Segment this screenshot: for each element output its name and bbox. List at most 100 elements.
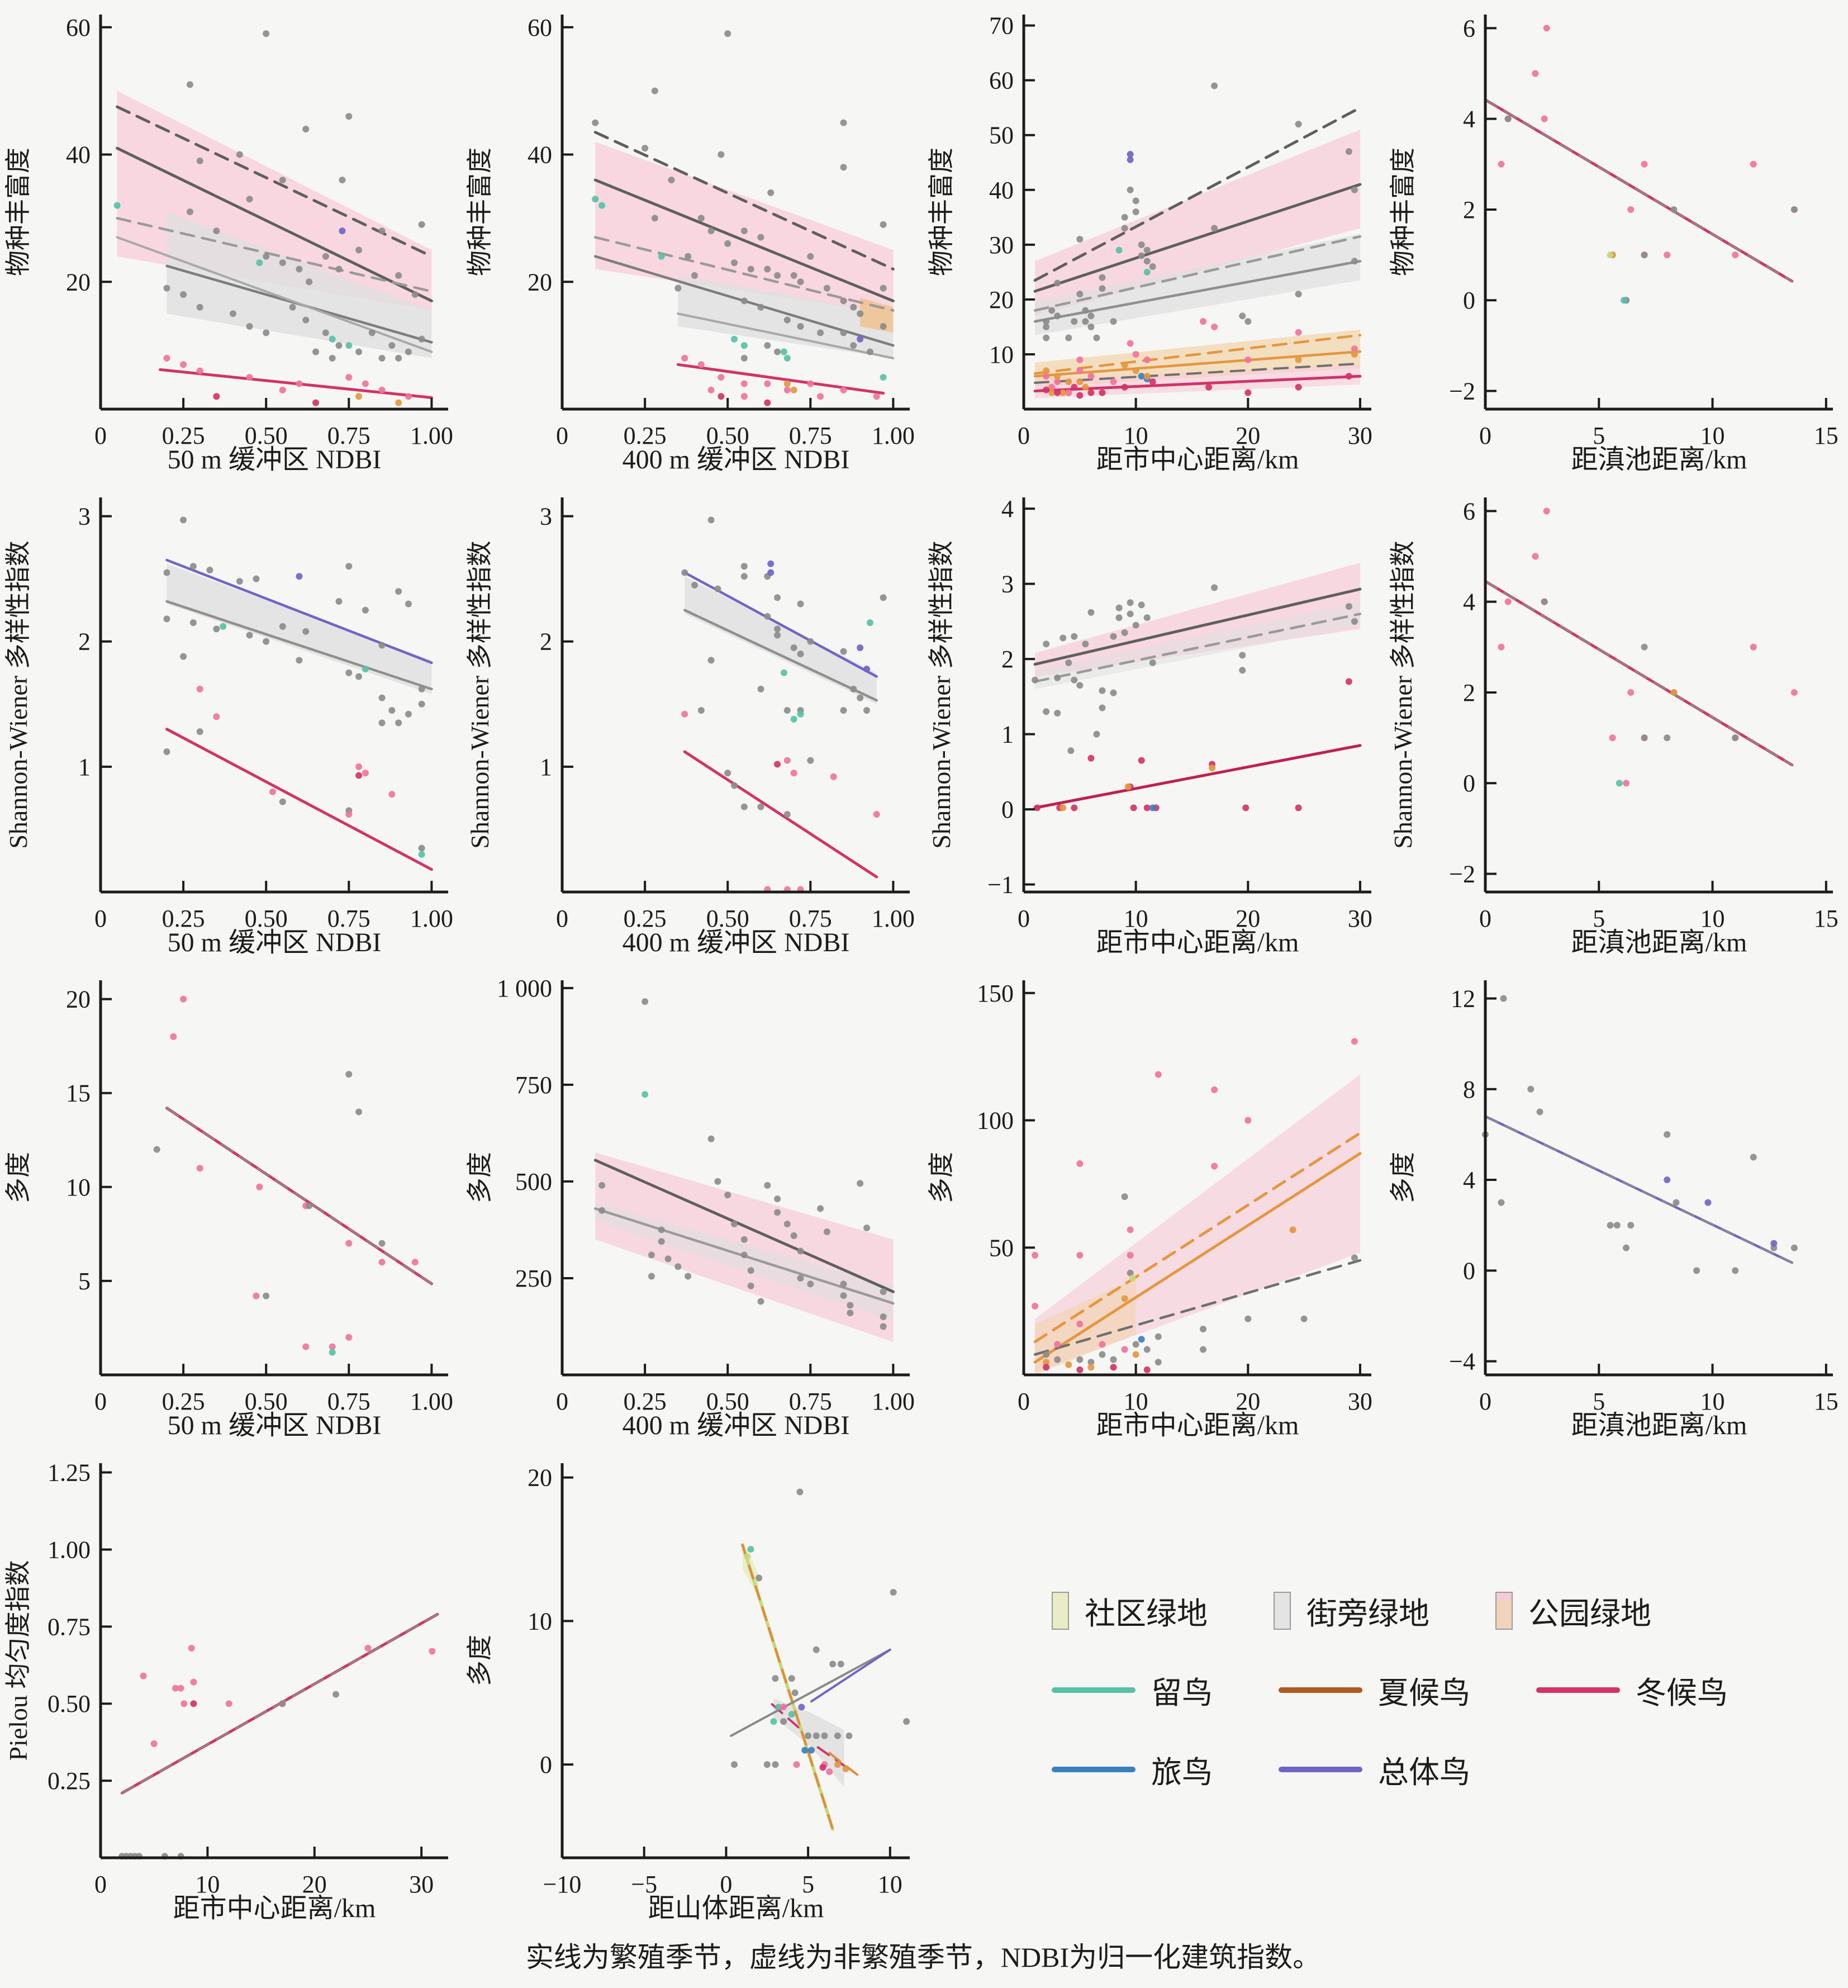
- data-point: [1099, 1351, 1106, 1358]
- data-point: [220, 623, 227, 630]
- data-point: [1071, 676, 1078, 684]
- data-point: [1087, 609, 1095, 616]
- trend-line-dashed: [1033, 613, 1362, 683]
- data-point: [1043, 386, 1050, 393]
- x-tick-label: 5: [802, 1871, 814, 1898]
- data-point: [847, 1302, 854, 1309]
- data-point: [388, 342, 396, 349]
- data-point: [163, 615, 170, 623]
- data-point: [764, 613, 771, 620]
- data-point: [1093, 334, 1100, 341]
- data-point: [1129, 1274, 1136, 1282]
- data-point: [172, 1685, 179, 1692]
- x-tick-label: 0: [1479, 1388, 1491, 1415]
- data-point: [1099, 704, 1106, 711]
- data-point: [1732, 252, 1739, 259]
- data-point: [1289, 1226, 1296, 1233]
- x-tick-label: 0.75: [327, 1388, 370, 1415]
- legend-fill-swatch: [1495, 1592, 1513, 1630]
- data-point: [1099, 274, 1106, 281]
- data-point: [681, 354, 688, 362]
- x-tick-label: 0.25: [624, 1388, 667, 1415]
- data-point: [880, 1323, 887, 1330]
- trend-line-dashed: [1033, 106, 1362, 282]
- data-point: [807, 253, 814, 260]
- panel-richness-dianchi: −2 0 2 4 6 0 5 10 15 距滇池距离/km 物种丰富度: [1385, 0, 1846, 483]
- data-point: [1345, 148, 1352, 155]
- y-axis-label: Shannon-Wiener 多样性指数: [4, 540, 32, 848]
- data-point: [1543, 507, 1550, 515]
- data-point: [1132, 208, 1139, 215]
- data-point: [718, 374, 725, 381]
- x-axis-label: 距市中心距离/km: [1096, 928, 1299, 957]
- trend-line-solid: [1033, 744, 1362, 809]
- x-tick-label: 5: [1593, 1388, 1605, 1415]
- data-point: [783, 316, 791, 324]
- data-point: [1127, 599, 1134, 606]
- data-point: [1082, 383, 1089, 391]
- data-point: [1143, 1366, 1151, 1373]
- x-tick-label: 20: [1236, 422, 1260, 449]
- data-point: [1536, 1108, 1543, 1116]
- data-point: [1295, 356, 1302, 363]
- x-tick-label: 10: [878, 1871, 902, 1898]
- data-point: [1115, 246, 1123, 254]
- data-point: [335, 265, 343, 273]
- data-point: [840, 119, 847, 126]
- data-point: [1351, 345, 1358, 353]
- data-point: [1076, 236, 1084, 243]
- data-point: [1143, 614, 1151, 621]
- data-point: [1295, 329, 1302, 336]
- y-tick-label: 3: [540, 503, 552, 530]
- data-point: [764, 380, 771, 387]
- data-point: [775, 1704, 782, 1711]
- data-point: [1132, 1341, 1139, 1348]
- y-tick-label: 40: [528, 141, 552, 169]
- data-point: [840, 1280, 847, 1288]
- panel-shannon-dianchi: −2 0 2 4 6 0 5 10 15 距滇池距离/km Shannon-Wiener 多样性指数: [1385, 483, 1846, 966]
- data-point: [1121, 1346, 1128, 1353]
- y-axis-label: 物种丰富度: [1389, 148, 1417, 276]
- data-point: [405, 710, 412, 718]
- data-point: [598, 202, 606, 209]
- data-point: [1345, 373, 1352, 380]
- data-point: [1239, 312, 1246, 320]
- data-point: [1127, 1269, 1134, 1277]
- y-tick-label: 2: [1463, 679, 1475, 706]
- data-point: [368, 329, 376, 336]
- data-point: [796, 1488, 804, 1496]
- data-point: [1143, 356, 1151, 363]
- data-point: [880, 1313, 887, 1321]
- data-point: [840, 297, 847, 305]
- x-tick-label: 1.00: [872, 422, 915, 449]
- data-point: [691, 272, 698, 279]
- data-point: [253, 575, 260, 582]
- y-tick-label: 50: [989, 1234, 1014, 1261]
- x-tick-label: 20: [1236, 905, 1260, 932]
- x-axis-label: 400 m 缓冲区 NDBI: [623, 928, 850, 957]
- data-point: [395, 272, 402, 279]
- x-tick-label: 15: [1814, 905, 1839, 932]
- y-tick-label: 0: [1463, 770, 1475, 797]
- data-point: [213, 393, 220, 400]
- data-point: [724, 240, 731, 247]
- data-point: [163, 354, 170, 362]
- data-point: [697, 361, 705, 368]
- y-tick-label: 0.50: [47, 1690, 91, 1717]
- x-tick-label: 5: [1593, 905, 1605, 932]
- y-tick-label: 2: [78, 628, 91, 656]
- data-point: [1620, 297, 1627, 304]
- x-tick-label: 10: [195, 1871, 220, 1898]
- data-point: [395, 588, 402, 595]
- data-point: [378, 719, 386, 727]
- x-tick-label: 0.75: [789, 1388, 832, 1415]
- data-point: [335, 598, 343, 605]
- y-tick-label: 10: [989, 341, 1014, 368]
- trend-line-solid: [677, 312, 895, 359]
- data-point: [355, 1108, 363, 1116]
- x-tick-label: 0: [1479, 422, 1491, 449]
- trend-line-dashed: [1484, 580, 1793, 766]
- data-point: [837, 1660, 844, 1668]
- data-point: [863, 666, 870, 673]
